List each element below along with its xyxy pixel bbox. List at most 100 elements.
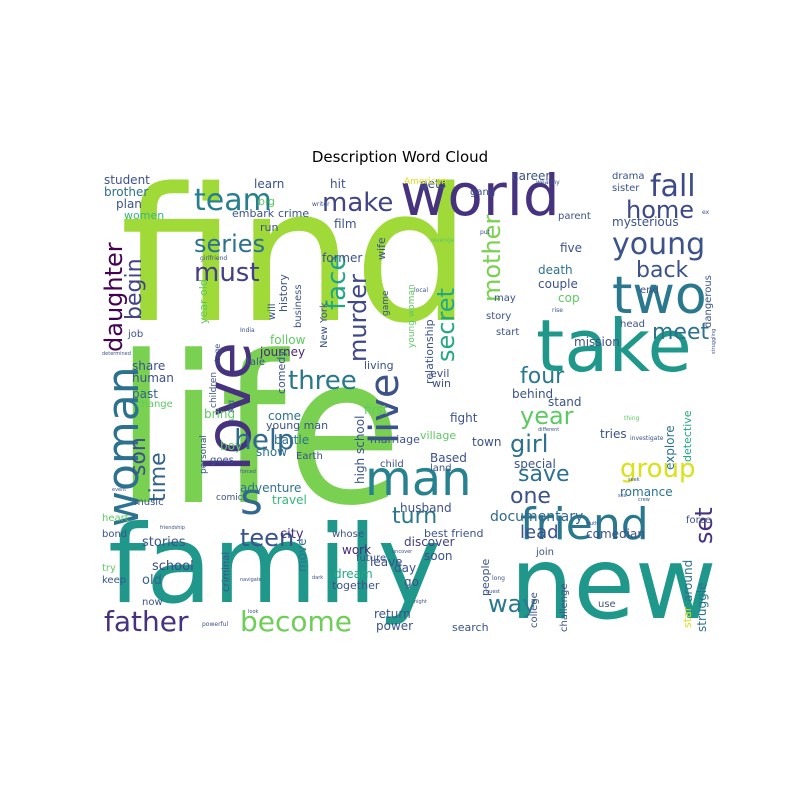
word-Based: Based [430,451,467,465]
word-mission: mission [574,335,620,349]
word-big: big [258,195,276,208]
word-relationship: relationship [423,319,436,384]
word-run: run [260,221,279,234]
word-return: return [374,607,411,621]
word-travel: travel [272,493,307,507]
word-dark: dark [312,575,324,581]
word-find: find [120,172,472,364]
word-power: power [376,619,414,633]
word-stage: stage [213,343,222,366]
word-change: change [136,399,173,410]
word-husband: husband [400,501,452,515]
word-world: world [400,172,560,229]
word-back: back [636,258,689,283]
word-truth: truth [586,521,599,527]
word-history: history [277,274,290,312]
word-now: now [142,597,163,608]
word-must: must [194,258,260,288]
word-together: together [332,579,380,592]
word-brother: brother [104,185,149,199]
word-end: end [640,285,659,296]
word-cop: cop [558,291,580,305]
word-children: children [209,371,219,408]
word-thing: thing [624,415,640,422]
word-struggle: struggle [695,582,709,632]
word-join: join [536,547,555,558]
word-best-friend: best friend [424,527,484,540]
word-American: American [404,177,447,187]
word-wealthy: wealthy [536,179,560,186]
word-home: home [626,196,695,224]
word-past: past [132,387,158,401]
word-parent: parent [558,211,591,222]
word-drama: drama [612,172,645,182]
word-land: land [430,463,452,474]
word-keep: keep [102,575,127,586]
word-make: make [322,188,394,218]
word-save: save [518,462,570,487]
word-girl: girl [510,430,549,458]
word-show: show [256,445,288,459]
word-girlfriend: girlfriend [200,255,228,262]
word-event: event [112,487,127,493]
word-goes: goes [210,455,234,466]
word-gets: gets [420,177,446,191]
word-ex: ex [702,209,710,216]
word-couple: couple [538,277,578,291]
word-s: s [240,474,263,525]
word-win: win [432,377,452,390]
word-soon: soon [424,549,453,563]
word-two: two [612,266,707,326]
word-turn: turn [392,504,438,529]
word-behind: behind [512,387,554,401]
word-tale: tale [246,357,265,368]
word-comedian: comedian [586,527,645,541]
word-long: long [492,575,505,582]
word-challenge: challenge [559,583,570,632]
word-uncover: uncover [392,549,413,555]
word-dream: dream [334,567,373,581]
word-family: family [108,503,442,628]
word-learn: learn [254,177,285,191]
word-rise: rise [552,307,563,314]
word-career: career [512,172,551,183]
word-come: come [268,409,302,423]
word-dangerous: dangerous [703,275,714,328]
word-sex: sex [618,493,627,499]
word-struggling: struggling [711,328,717,354]
word-five: five [560,241,583,255]
word-local: local [414,287,428,294]
word-women: women [124,209,165,222]
word-take: take [536,304,692,388]
word-criminal: criminal [221,551,232,592]
chart-title: Description Word Cloud [311,148,489,166]
word-head: head [620,319,645,330]
word-battle: battle [274,433,310,447]
word-teen: teen [240,524,295,552]
word-India: India [240,327,255,334]
word-around: around [681,559,695,602]
word-search: search [452,621,489,634]
word-revenge: revenge [430,237,455,244]
word-hit: hit [330,177,346,191]
word-special: special [514,457,556,471]
word-mother: mother [478,214,506,302]
word-look: look [248,609,259,615]
word-gang: gang [470,187,496,198]
word-explore: explore [663,425,677,470]
word-team: team [194,183,272,218]
word-future: future [356,553,387,564]
word-fall: fall [650,172,696,204]
word-whose: whose [332,529,364,540]
word-murder: murder [344,274,372,362]
word-become: become [240,605,353,636]
word-use: use [598,599,616,610]
word-father: father [104,605,189,636]
word-young-man: young man [266,419,329,432]
word-go: go [404,575,419,589]
word-cloud: life find family new world take love man… [100,172,720,636]
word-adventure: adventure [240,481,302,495]
word-first: first [364,403,388,417]
word-marriage: marriage [370,433,420,446]
word-friendship: friendship [160,525,185,531]
